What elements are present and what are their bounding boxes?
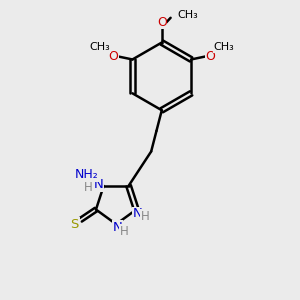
Text: NH₂: NH₂ xyxy=(75,168,98,181)
Text: O: O xyxy=(206,50,215,63)
Text: H: H xyxy=(84,181,93,194)
Text: H: H xyxy=(120,225,129,238)
Text: CH₃: CH₃ xyxy=(90,42,110,52)
Text: N: N xyxy=(113,220,122,234)
Text: CH₃: CH₃ xyxy=(177,10,198,20)
Text: CH₃: CH₃ xyxy=(213,42,234,52)
Text: N: N xyxy=(133,207,142,220)
Text: O: O xyxy=(108,50,118,63)
Text: S: S xyxy=(70,218,79,231)
Text: H: H xyxy=(141,209,149,223)
Text: O: O xyxy=(157,16,167,29)
Text: N: N xyxy=(94,178,103,191)
